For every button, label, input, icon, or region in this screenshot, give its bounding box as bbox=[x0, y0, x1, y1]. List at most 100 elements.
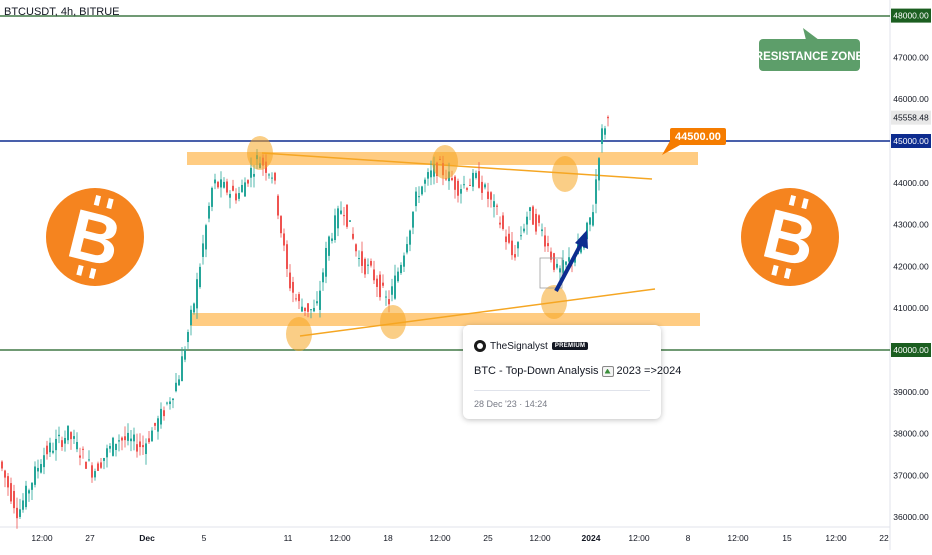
candle-body bbox=[151, 430, 153, 442]
candle-body bbox=[10, 483, 12, 502]
candle-body bbox=[1, 461, 3, 469]
idea-card-header: TheSignalyst PREMIUM bbox=[474, 340, 589, 352]
candle-body bbox=[511, 240, 513, 256]
bitcoin-logo-left: B bbox=[46, 188, 144, 286]
forecast-arrow-icon[interactable] bbox=[554, 230, 588, 292]
candle-body bbox=[97, 463, 99, 471]
range-box bbox=[539, 257, 563, 289]
candle-body bbox=[367, 264, 369, 266]
candle-body bbox=[325, 247, 327, 277]
candle-body bbox=[550, 251, 552, 260]
candle-body bbox=[160, 408, 162, 425]
candle-body bbox=[403, 255, 405, 267]
candle-body bbox=[469, 185, 471, 187]
candle-body bbox=[418, 196, 420, 198]
candlestick-series[interactable] bbox=[1, 115, 609, 529]
candle-body bbox=[559, 268, 561, 273]
time-axis-label: 22 bbox=[879, 533, 889, 543]
candle-body bbox=[61, 440, 63, 447]
candle-body bbox=[373, 269, 375, 281]
candle-body bbox=[292, 281, 294, 293]
candle-body bbox=[79, 455, 81, 458]
idea-card[interactable]: TheSignalyst PREMIUM BTC - Top-Down Anal… bbox=[463, 325, 681, 419]
resistance-zone-callout[interactable]: RESISTANCE ZONE bbox=[755, 28, 864, 71]
candle-body bbox=[37, 467, 39, 472]
candle-body bbox=[154, 423, 156, 426]
candle-body bbox=[481, 181, 483, 193]
symbol-legend[interactable]: BTCUSDT, 4h, BITRUE bbox=[4, 6, 120, 18]
candle-body bbox=[493, 201, 495, 208]
time-axis-label: 27 bbox=[85, 533, 95, 543]
candle-body bbox=[472, 172, 474, 187]
candle-body bbox=[19, 509, 21, 517]
candle-body bbox=[328, 236, 330, 256]
author-avatar[interactable] bbox=[474, 340, 486, 352]
price-axis-label-bg bbox=[891, 110, 931, 125]
candle-body bbox=[13, 490, 15, 509]
candle-body bbox=[457, 180, 459, 196]
candle-body bbox=[52, 450, 54, 453]
idea-title-prefix: BTC - Top-Down Analysis bbox=[474, 365, 599, 377]
time-axis-label: 12:00 bbox=[825, 533, 847, 543]
candle-body bbox=[169, 401, 171, 405]
candle-body bbox=[178, 379, 180, 386]
idea-title[interactable]: BTC - Top-Down Analysis 2023 =>2024 bbox=[474, 365, 681, 377]
candle-body bbox=[43, 455, 45, 468]
price-axis-label: 39000.00 bbox=[893, 387, 929, 397]
idea-title-suffix: 2023 =>2024 bbox=[616, 365, 682, 377]
candle-body bbox=[370, 260, 372, 266]
candle-body bbox=[166, 402, 168, 404]
candle-body bbox=[22, 500, 24, 510]
candle-body bbox=[214, 179, 216, 184]
candle-body bbox=[529, 207, 531, 212]
candle-body bbox=[244, 182, 246, 197]
candle-body bbox=[301, 306, 303, 312]
candle-body bbox=[145, 443, 147, 455]
author-name[interactable]: TheSignalyst bbox=[490, 340, 548, 352]
candle-body bbox=[388, 299, 390, 305]
candle-body bbox=[544, 235, 546, 247]
candle-body bbox=[541, 229, 543, 232]
candle-body bbox=[211, 187, 213, 207]
candle-body bbox=[598, 158, 600, 181]
candle-body bbox=[406, 244, 408, 253]
candle-body bbox=[109, 446, 111, 449]
candle-body bbox=[112, 437, 114, 456]
candle-body bbox=[601, 128, 603, 145]
candle-body bbox=[421, 186, 423, 195]
candle-body bbox=[508, 233, 510, 243]
price-axis-label: 43000.00 bbox=[893, 220, 929, 230]
candle-body bbox=[517, 242, 519, 249]
candle-body bbox=[115, 443, 117, 450]
candle-body bbox=[343, 215, 345, 217]
candle-body bbox=[25, 485, 27, 508]
candle-body bbox=[553, 253, 555, 270]
candle-body bbox=[70, 432, 72, 440]
price-callout[interactable]: 44500.00 bbox=[662, 128, 726, 155]
candle-body bbox=[298, 294, 300, 302]
candle-body bbox=[313, 307, 315, 312]
candle-body bbox=[394, 275, 396, 299]
candle-body bbox=[253, 173, 255, 177]
candle-body bbox=[40, 464, 42, 473]
candle-body bbox=[58, 434, 60, 437]
candle-body bbox=[556, 263, 558, 268]
lower-trendline[interactable] bbox=[299, 288, 656, 337]
price-axis-label: 45000.00 bbox=[893, 136, 929, 146]
candle-body bbox=[94, 471, 96, 478]
price-axis-label-bg bbox=[891, 343, 931, 357]
candle-body bbox=[451, 178, 453, 181]
time-axis-label: 15 bbox=[782, 533, 792, 543]
candle-body bbox=[352, 233, 354, 239]
price-axis-panel[interactable] bbox=[890, 0, 932, 550]
candle-body bbox=[364, 258, 366, 275]
candle-body bbox=[355, 244, 357, 252]
candle-body bbox=[4, 470, 6, 478]
candle-body bbox=[568, 257, 570, 262]
time-axis-labels: 12:00 27 Dec 5 11 12:00 18 12:00 25 12:00 2024 12:0… bbox=[31, 533, 889, 543]
price-callout-label: 44500.00 bbox=[675, 131, 721, 143]
candle-body bbox=[397, 271, 399, 282]
price-axis-label-bg bbox=[891, 134, 931, 148]
